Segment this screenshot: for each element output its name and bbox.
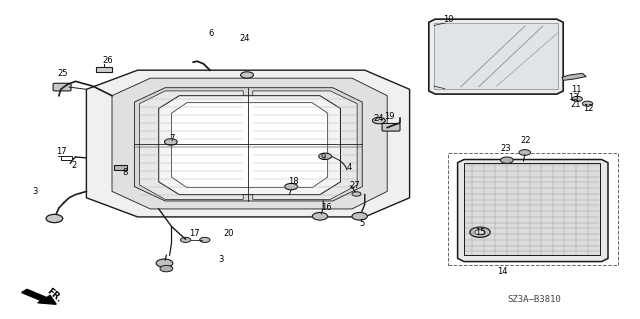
Text: 27: 27	[350, 181, 360, 190]
Circle shape	[352, 212, 367, 220]
Circle shape	[180, 237, 191, 242]
Polygon shape	[464, 163, 600, 255]
Polygon shape	[434, 23, 558, 89]
Text: 21: 21	[571, 100, 581, 109]
Bar	[96, 67, 112, 72]
Text: SZ3A–B3810: SZ3A–B3810	[508, 295, 561, 304]
Circle shape	[582, 101, 593, 106]
Text: 13: 13	[568, 93, 579, 102]
Circle shape	[475, 230, 485, 235]
Bar	[61, 156, 72, 160]
Circle shape	[160, 265, 173, 272]
Text: 16: 16	[321, 204, 332, 212]
Text: 24: 24	[374, 114, 384, 122]
Circle shape	[285, 183, 298, 190]
FancyBboxPatch shape	[53, 83, 71, 91]
Text: 19: 19	[384, 112, 394, 121]
Text: 12: 12	[584, 104, 594, 113]
Circle shape	[372, 117, 385, 124]
Text: FR.: FR.	[45, 287, 63, 304]
Text: 8: 8	[123, 168, 128, 177]
Circle shape	[470, 227, 490, 237]
Text: 17: 17	[56, 147, 67, 156]
Text: 3: 3	[218, 256, 223, 264]
Text: 18: 18	[288, 177, 298, 186]
Circle shape	[352, 192, 361, 196]
Circle shape	[572, 96, 582, 101]
Polygon shape	[86, 70, 410, 217]
Polygon shape	[562, 73, 586, 80]
Text: 10: 10	[443, 15, 453, 24]
Polygon shape	[429, 19, 563, 94]
Text: 15: 15	[475, 228, 485, 237]
Circle shape	[156, 259, 173, 267]
Circle shape	[164, 139, 177, 145]
Text: 23: 23	[500, 144, 511, 153]
Polygon shape	[140, 91, 243, 199]
Circle shape	[312, 212, 328, 220]
Circle shape	[500, 157, 513, 163]
Polygon shape	[172, 103, 328, 188]
Circle shape	[46, 214, 63, 223]
Text: 3: 3	[33, 187, 38, 196]
Text: 5: 5	[359, 219, 364, 228]
Polygon shape	[112, 78, 387, 209]
Bar	[448, 153, 618, 265]
Text: 25: 25	[58, 69, 68, 78]
Text: 14: 14	[497, 267, 508, 276]
Text: 9: 9	[321, 153, 326, 162]
Text: 24: 24	[240, 34, 250, 43]
Circle shape	[200, 237, 210, 242]
Text: 6: 6	[209, 29, 214, 38]
Polygon shape	[253, 91, 357, 199]
Text: 4: 4	[346, 163, 351, 172]
Text: 7: 7	[169, 134, 174, 143]
Bar	[114, 165, 127, 170]
Polygon shape	[458, 160, 608, 262]
Text: 26: 26	[102, 56, 113, 65]
Polygon shape	[134, 88, 362, 201]
Text: 20: 20	[224, 229, 234, 238]
FancyArrow shape	[22, 289, 56, 304]
Circle shape	[519, 150, 531, 155]
Circle shape	[241, 72, 253, 78]
Polygon shape	[159, 96, 340, 195]
Text: 2: 2	[71, 161, 76, 170]
Text: 17: 17	[189, 229, 199, 238]
Circle shape	[319, 153, 332, 160]
FancyBboxPatch shape	[382, 123, 400, 131]
Text: 22: 22	[521, 137, 531, 145]
Text: 11: 11	[571, 85, 581, 94]
